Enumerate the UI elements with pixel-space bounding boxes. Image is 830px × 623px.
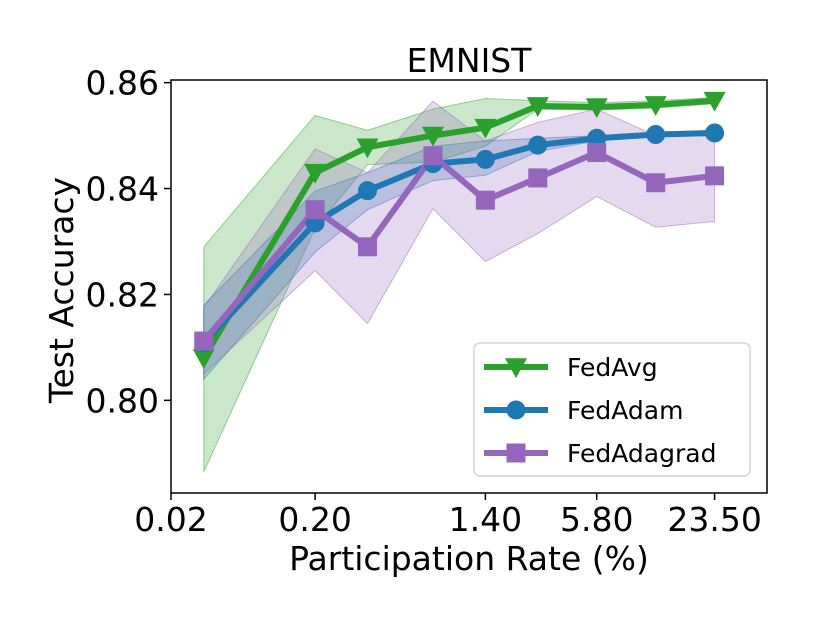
y-axis-label: Test Accuracy xyxy=(42,177,81,404)
point-fedavg xyxy=(474,118,497,139)
point-fedavg xyxy=(644,96,667,116)
point-fedavg xyxy=(356,138,379,159)
point-fedavg xyxy=(421,126,444,147)
x-tick-label: 0.02 xyxy=(134,500,207,539)
point-fedadagrad xyxy=(194,331,214,351)
point-fedadagrad xyxy=(423,146,443,166)
point-fedadam xyxy=(587,128,607,148)
y-tick-label: 0.80 xyxy=(86,381,159,420)
legend-label-fedadam: FedAdam xyxy=(567,396,683,425)
legend-label-fedavg: FedAvg xyxy=(567,353,658,382)
legend-marker-fedavg xyxy=(505,358,527,378)
point-fedadagrad xyxy=(705,166,725,186)
band-fedadagrad xyxy=(203,100,716,376)
x-tick-label: 1.40 xyxy=(449,500,522,539)
legend-label-fedadagrad: FedAdagrad xyxy=(567,439,716,468)
legend-marker-fedadam xyxy=(506,400,526,420)
point-fedavg xyxy=(526,97,549,117)
y-tick-label: 0.86 xyxy=(86,64,159,103)
chart-title: EMNIST xyxy=(407,41,533,80)
point-fedadam xyxy=(705,123,725,143)
point-fedavg xyxy=(703,91,726,112)
point-fedavg xyxy=(192,349,215,369)
point-fedadagrad xyxy=(305,200,325,220)
y-tick-label: 0.84 xyxy=(86,170,159,209)
x-tick-label: 0.20 xyxy=(278,500,351,539)
x-tick-label: 23.50 xyxy=(667,500,761,539)
series-markers xyxy=(192,91,726,369)
y-axis-ticks: 0.80 0.82 0.84 0.86 xyxy=(86,64,171,420)
x-tick-label: 5.80 xyxy=(560,500,633,539)
legend-frame xyxy=(473,342,751,477)
point-fedadagrad xyxy=(646,173,666,193)
point-fedadam xyxy=(646,125,666,145)
point-fedavg xyxy=(585,98,608,119)
point-fedadam xyxy=(357,181,377,201)
point-fedadagrad xyxy=(357,237,377,257)
legend: FedAvg FedAdam FedAdagrad xyxy=(473,342,751,477)
point-fedadagrad xyxy=(475,190,495,210)
plot-area-frame xyxy=(170,79,768,494)
point-fedadam xyxy=(528,135,548,155)
point-fedadagrad xyxy=(587,143,607,163)
point-fedadam xyxy=(475,149,495,169)
point-fedavg xyxy=(304,163,327,184)
legend-marker-fedadagrad xyxy=(506,443,526,463)
y-tick-label: 0.82 xyxy=(86,275,159,314)
point-fedadagrad xyxy=(528,168,548,188)
x-axis-ticks: 0.02 0.20 1.40 5.80 23.50 xyxy=(134,493,762,539)
x-axis-label: Participation Rate (%) xyxy=(289,539,649,578)
